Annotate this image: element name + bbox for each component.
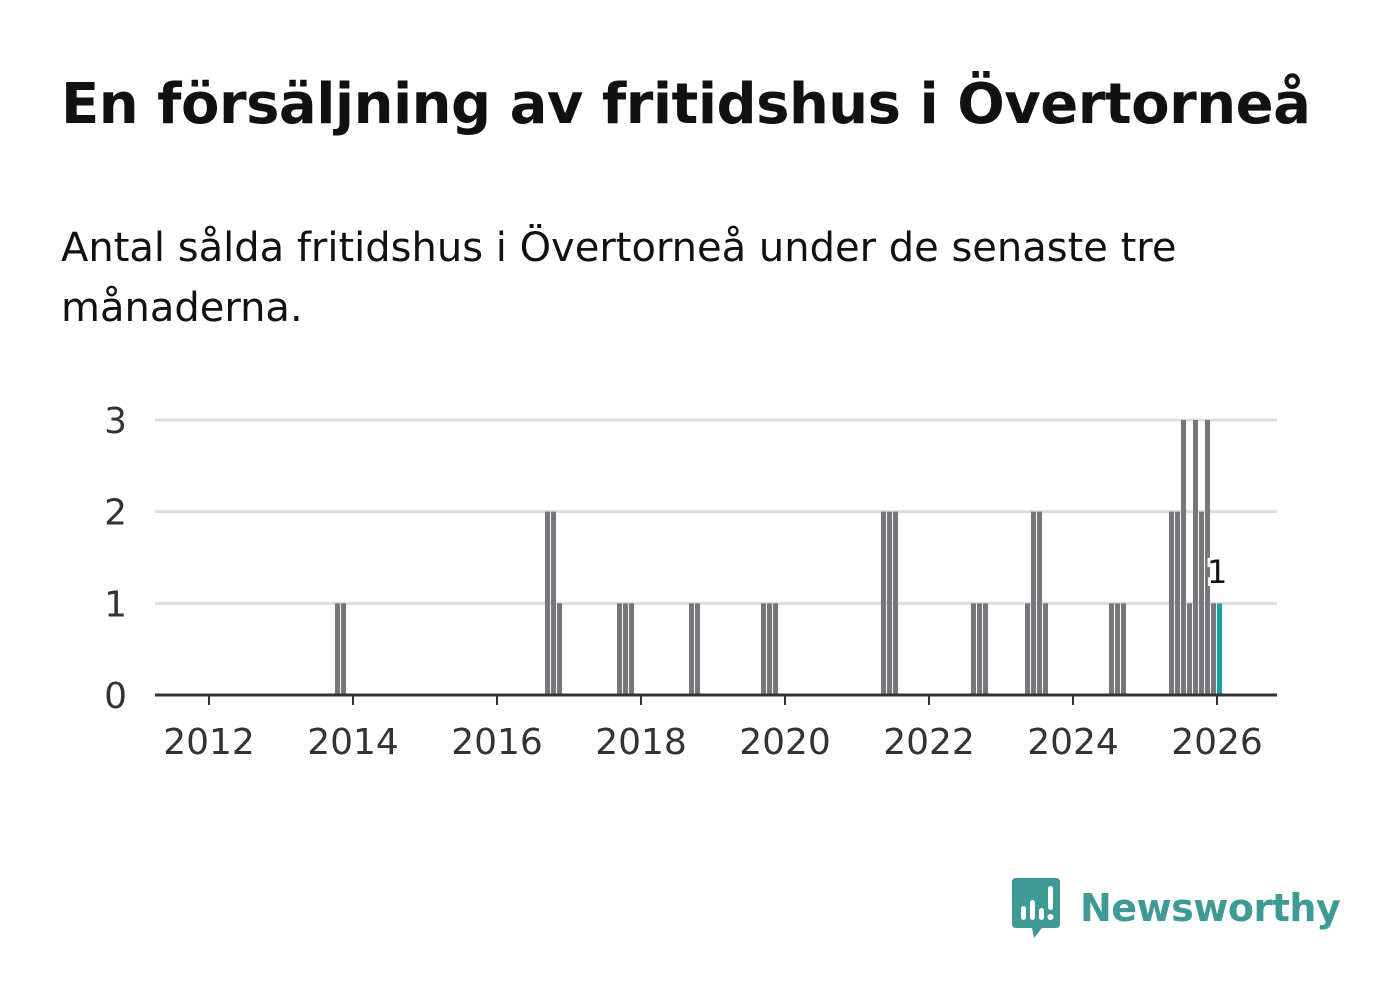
bar bbox=[1121, 603, 1126, 695]
bar bbox=[1181, 420, 1186, 695]
chart-subtitle: Antal sålda fritidshus i Övertorneå unde… bbox=[61, 225, 1177, 331]
bar bbox=[1211, 603, 1216, 695]
bar bbox=[1169, 511, 1174, 695]
bar bbox=[893, 511, 898, 695]
bar bbox=[881, 511, 886, 695]
annotation: 1 bbox=[1204, 550, 1230, 594]
newsworthy-logo: Newsworthy bbox=[1010, 876, 1341, 940]
bar-highlighted bbox=[1217, 603, 1222, 695]
bar bbox=[1043, 603, 1048, 695]
y-tick-label: 2 bbox=[104, 493, 127, 534]
bar-chart-speech-bubble-icon bbox=[1012, 878, 1060, 938]
bar bbox=[689, 603, 694, 695]
bar bbox=[1037, 511, 1042, 695]
bar bbox=[983, 603, 988, 695]
bar-chart: 0 1 2 3 2012 2014 2016 2018 2020 2022 2024 2026 1 bbox=[104, 401, 1277, 763]
bar bbox=[1199, 511, 1204, 695]
x-tick-label: 2026 bbox=[1171, 722, 1263, 763]
gridlines bbox=[155, 418, 1277, 605]
bar bbox=[761, 603, 766, 695]
chart-title: En försäljning av fritidshus i Övertorne… bbox=[61, 72, 1311, 137]
bar bbox=[1205, 420, 1210, 695]
bar bbox=[773, 603, 778, 695]
bar bbox=[971, 603, 976, 695]
y-tick-label: 1 bbox=[104, 584, 127, 625]
x-tick-label: 2020 bbox=[739, 722, 831, 763]
y-axis-ticks: 0 1 2 3 bbox=[104, 401, 127, 717]
x-tick-label: 2014 bbox=[307, 722, 399, 763]
bar bbox=[767, 603, 772, 695]
bar bbox=[623, 603, 628, 695]
bar bbox=[1031, 511, 1036, 695]
bar bbox=[341, 603, 346, 695]
y-tick-label: 0 bbox=[104, 676, 127, 717]
bar bbox=[335, 603, 340, 695]
x-tick-label: 2024 bbox=[1027, 722, 1119, 763]
bar bbox=[1175, 511, 1180, 695]
y-tick-label: 3 bbox=[104, 401, 127, 442]
x-tick-label: 2012 bbox=[163, 722, 255, 763]
bar bbox=[695, 603, 700, 695]
bar bbox=[887, 511, 892, 695]
bar bbox=[977, 603, 982, 695]
bar bbox=[1025, 603, 1030, 695]
brand-name: Newsworthy bbox=[1080, 886, 1341, 930]
annotation-label: 1 bbox=[1207, 553, 1227, 591]
bar bbox=[617, 603, 622, 695]
annotation-dot bbox=[1207, 559, 1215, 567]
bar bbox=[1109, 603, 1114, 695]
x-tick-label: 2018 bbox=[595, 722, 687, 763]
x-axis-ticks: 2012 2014 2016 2018 2020 2022 2024 2026 bbox=[163, 695, 1263, 763]
bar bbox=[1193, 420, 1198, 695]
x-tick-label: 2022 bbox=[883, 722, 975, 763]
bar bbox=[1115, 603, 1120, 695]
bars bbox=[335, 420, 1222, 695]
bar bbox=[545, 511, 550, 695]
bar bbox=[557, 603, 562, 695]
bar bbox=[551, 511, 556, 695]
bar bbox=[1187, 603, 1192, 695]
x-tick-label: 2016 bbox=[451, 722, 543, 763]
bar bbox=[629, 603, 634, 695]
